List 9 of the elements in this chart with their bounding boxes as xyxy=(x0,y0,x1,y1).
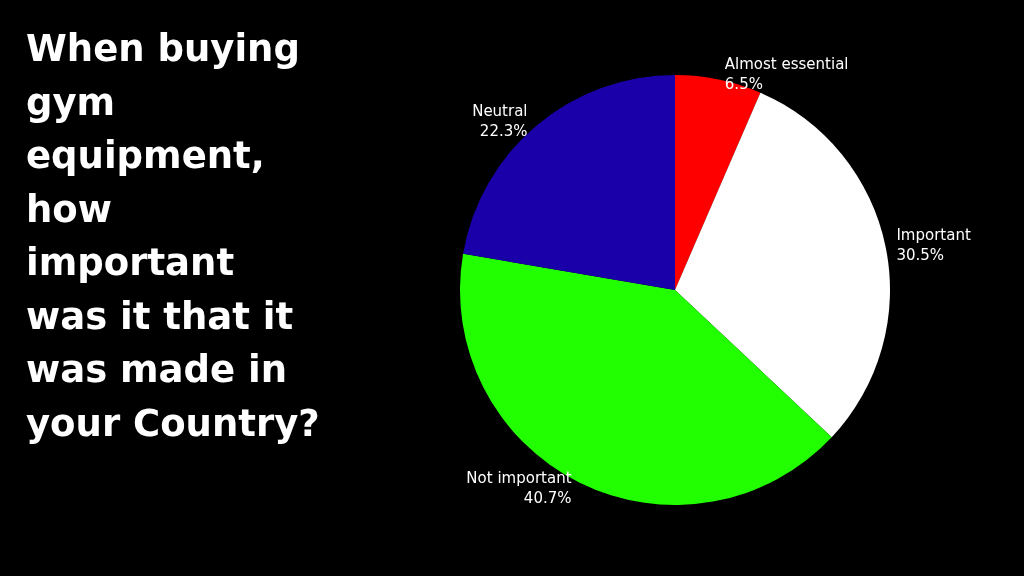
text: When buying gym equipment, how important was it that it was made in your Country? xyxy=(26,26,321,447)
slice-label: Almost essential xyxy=(724,54,849,73)
data-label: 6.5% xyxy=(724,74,763,93)
slice-label: Neutral xyxy=(472,102,528,121)
data-label: 22.3% xyxy=(479,122,528,141)
data-label: 30.5% xyxy=(896,246,945,265)
slice-label: Not important xyxy=(466,468,572,487)
slice-label: Important xyxy=(896,226,971,245)
data-label: 40.7% xyxy=(523,488,572,507)
